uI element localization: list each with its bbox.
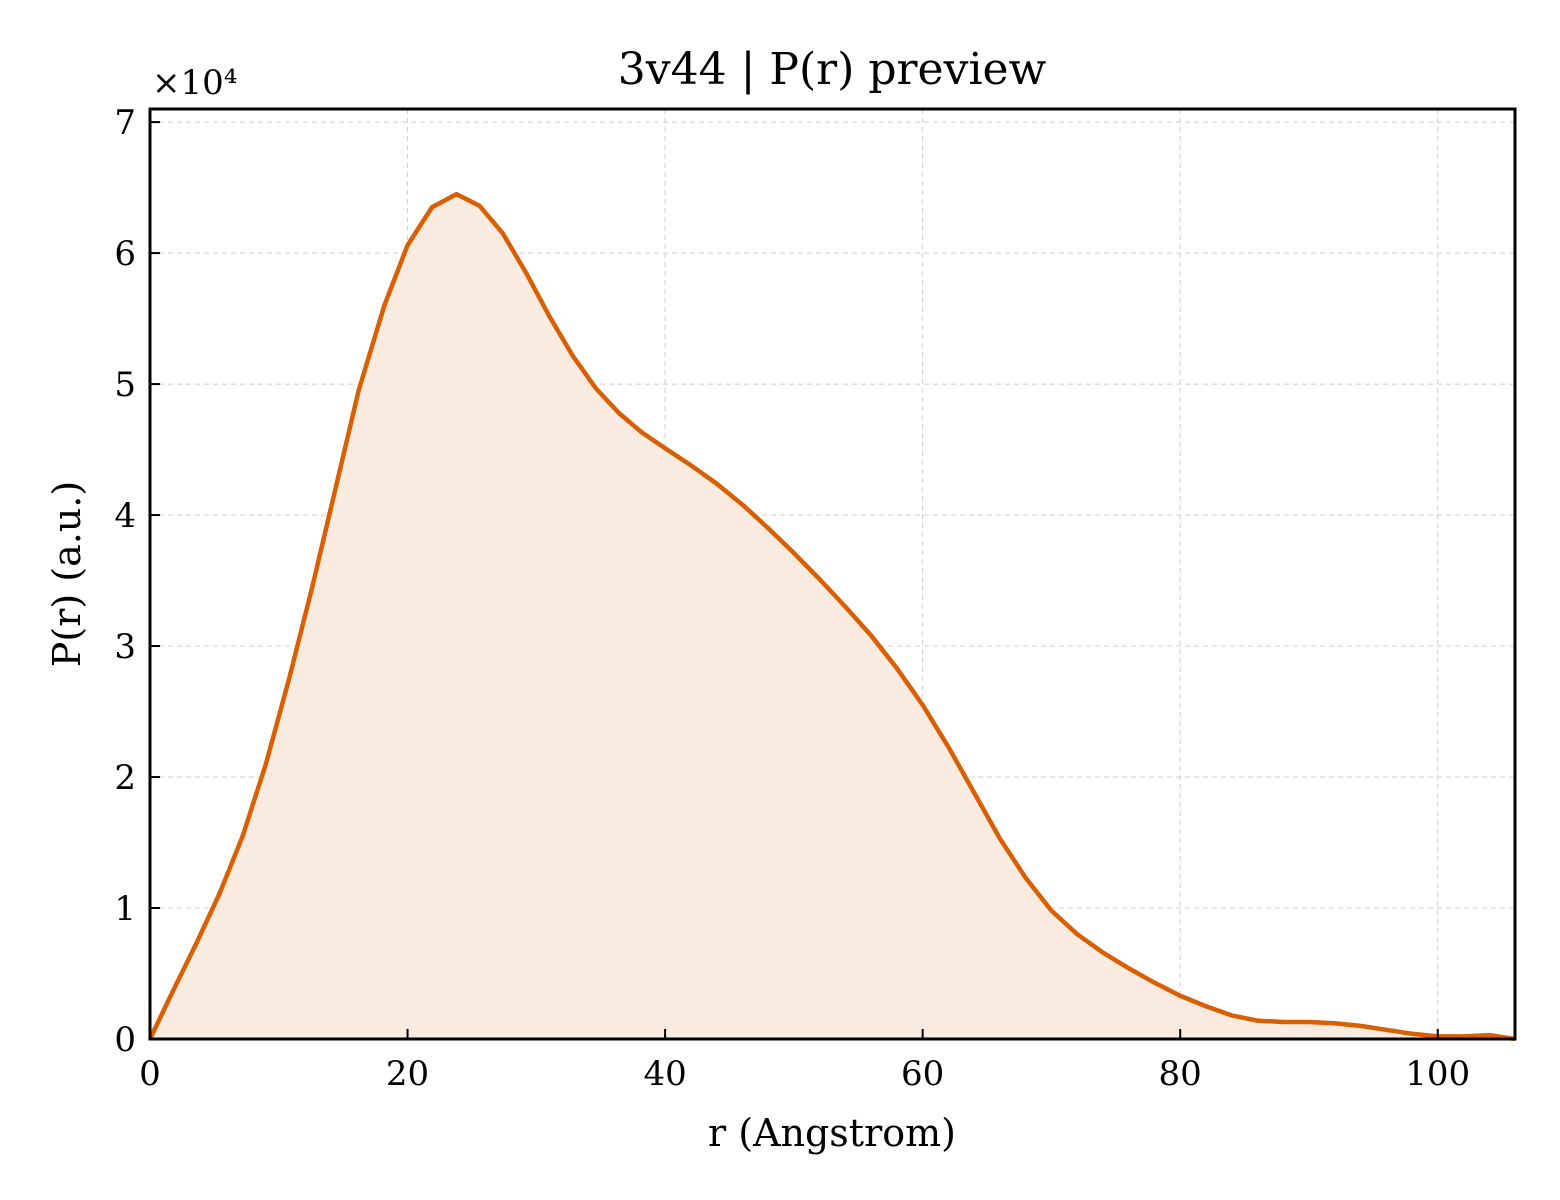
y-tick-labels: 0 1 2 3 4 5 6 7 (114, 103, 136, 1060)
pr-series-line (147, 191, 1516, 1042)
y-tick-label: 1 (114, 889, 136, 929)
x-axis-label: r (Angstrom) (708, 1111, 956, 1155)
y-axis-label: P(r) (a.u.) (45, 481, 89, 667)
y-tick-label: 3 (114, 627, 136, 667)
x-tick-label: 80 (1159, 1054, 1202, 1094)
plot-frame (148, 107, 1517, 1041)
x-tick-labels: 0 20 40 60 80 100 (139, 1054, 1470, 1094)
tick-marks (149, 121, 1439, 1040)
y-tick-label: 0 (114, 1020, 136, 1060)
y-tick-label: 6 (114, 234, 136, 274)
y-tick-label: 5 (114, 365, 136, 405)
x-tick-label: 40 (643, 1054, 686, 1094)
y-multiplier-label: ×10⁴ (152, 63, 237, 103)
x-tick-label: 100 (1405, 1054, 1470, 1094)
chart-title: 3v44 | P(r) preview (618, 44, 1047, 95)
y-tick-label: 4 (114, 496, 136, 536)
y-tick-label: 2 (114, 758, 136, 798)
x-tick-label: 0 (139, 1054, 161, 1094)
pr-area-fill (150, 194, 1515, 1039)
y-tick-label: 7 (114, 103, 136, 143)
x-tick-label: 20 (386, 1054, 429, 1094)
x-tick-label: 60 (901, 1054, 944, 1094)
